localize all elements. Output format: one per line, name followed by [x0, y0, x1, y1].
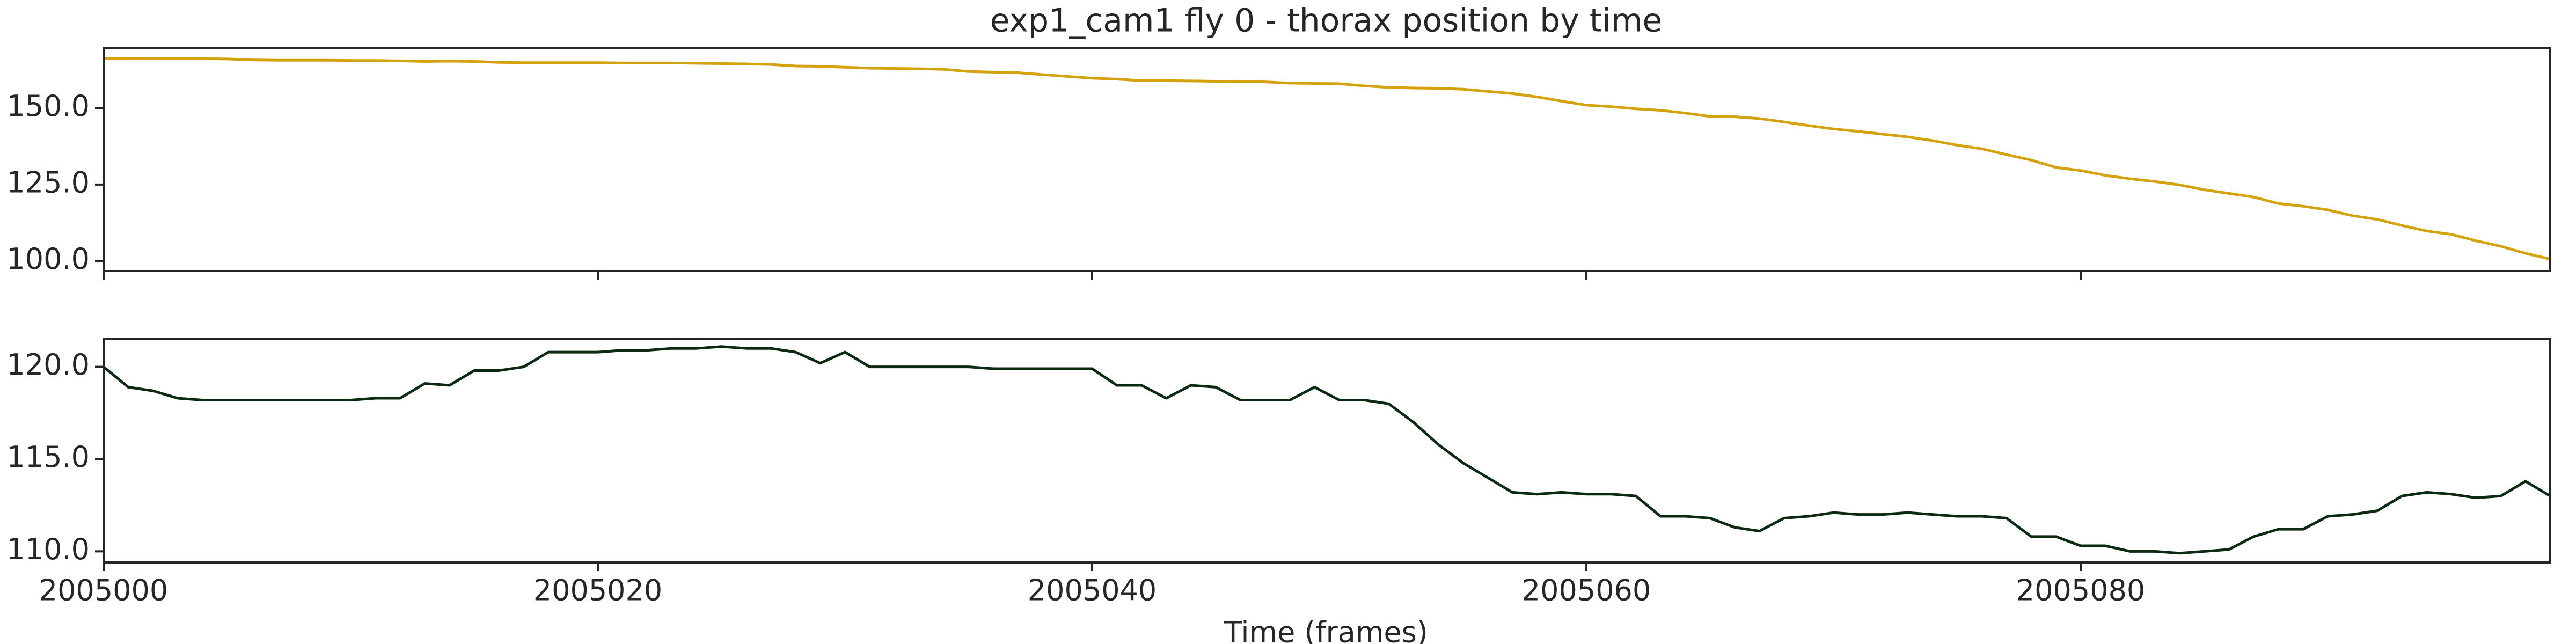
plot-frame	[103, 338, 2551, 564]
x-tick-label: 2005020	[533, 574, 663, 608]
plot-frame	[103, 47, 2551, 272]
x-tick-label: 2005000	[39, 574, 169, 608]
x-tick-label: 2005040	[1028, 574, 1157, 608]
y-tick-label: 100.0	[6, 242, 90, 276]
x-axis-label: Time (frames)	[1224, 616, 1428, 644]
y-tick-label: 120.0	[6, 348, 90, 382]
y-tick-label: 125.0	[6, 166, 90, 200]
x-tick-label: 2005060	[1522, 574, 1651, 608]
y-tick-label: 110.0	[6, 532, 90, 566]
chart-title: exp1_cam1 fly 0 - thorax position by tim…	[990, 2, 1663, 40]
data-line	[104, 57, 2551, 261]
x-tick-label: 2005080	[2016, 574, 2146, 608]
y-tick-label: 150.0	[6, 89, 90, 123]
y-tick-label: 115.0	[6, 440, 90, 474]
data-line	[103, 345, 2551, 555]
